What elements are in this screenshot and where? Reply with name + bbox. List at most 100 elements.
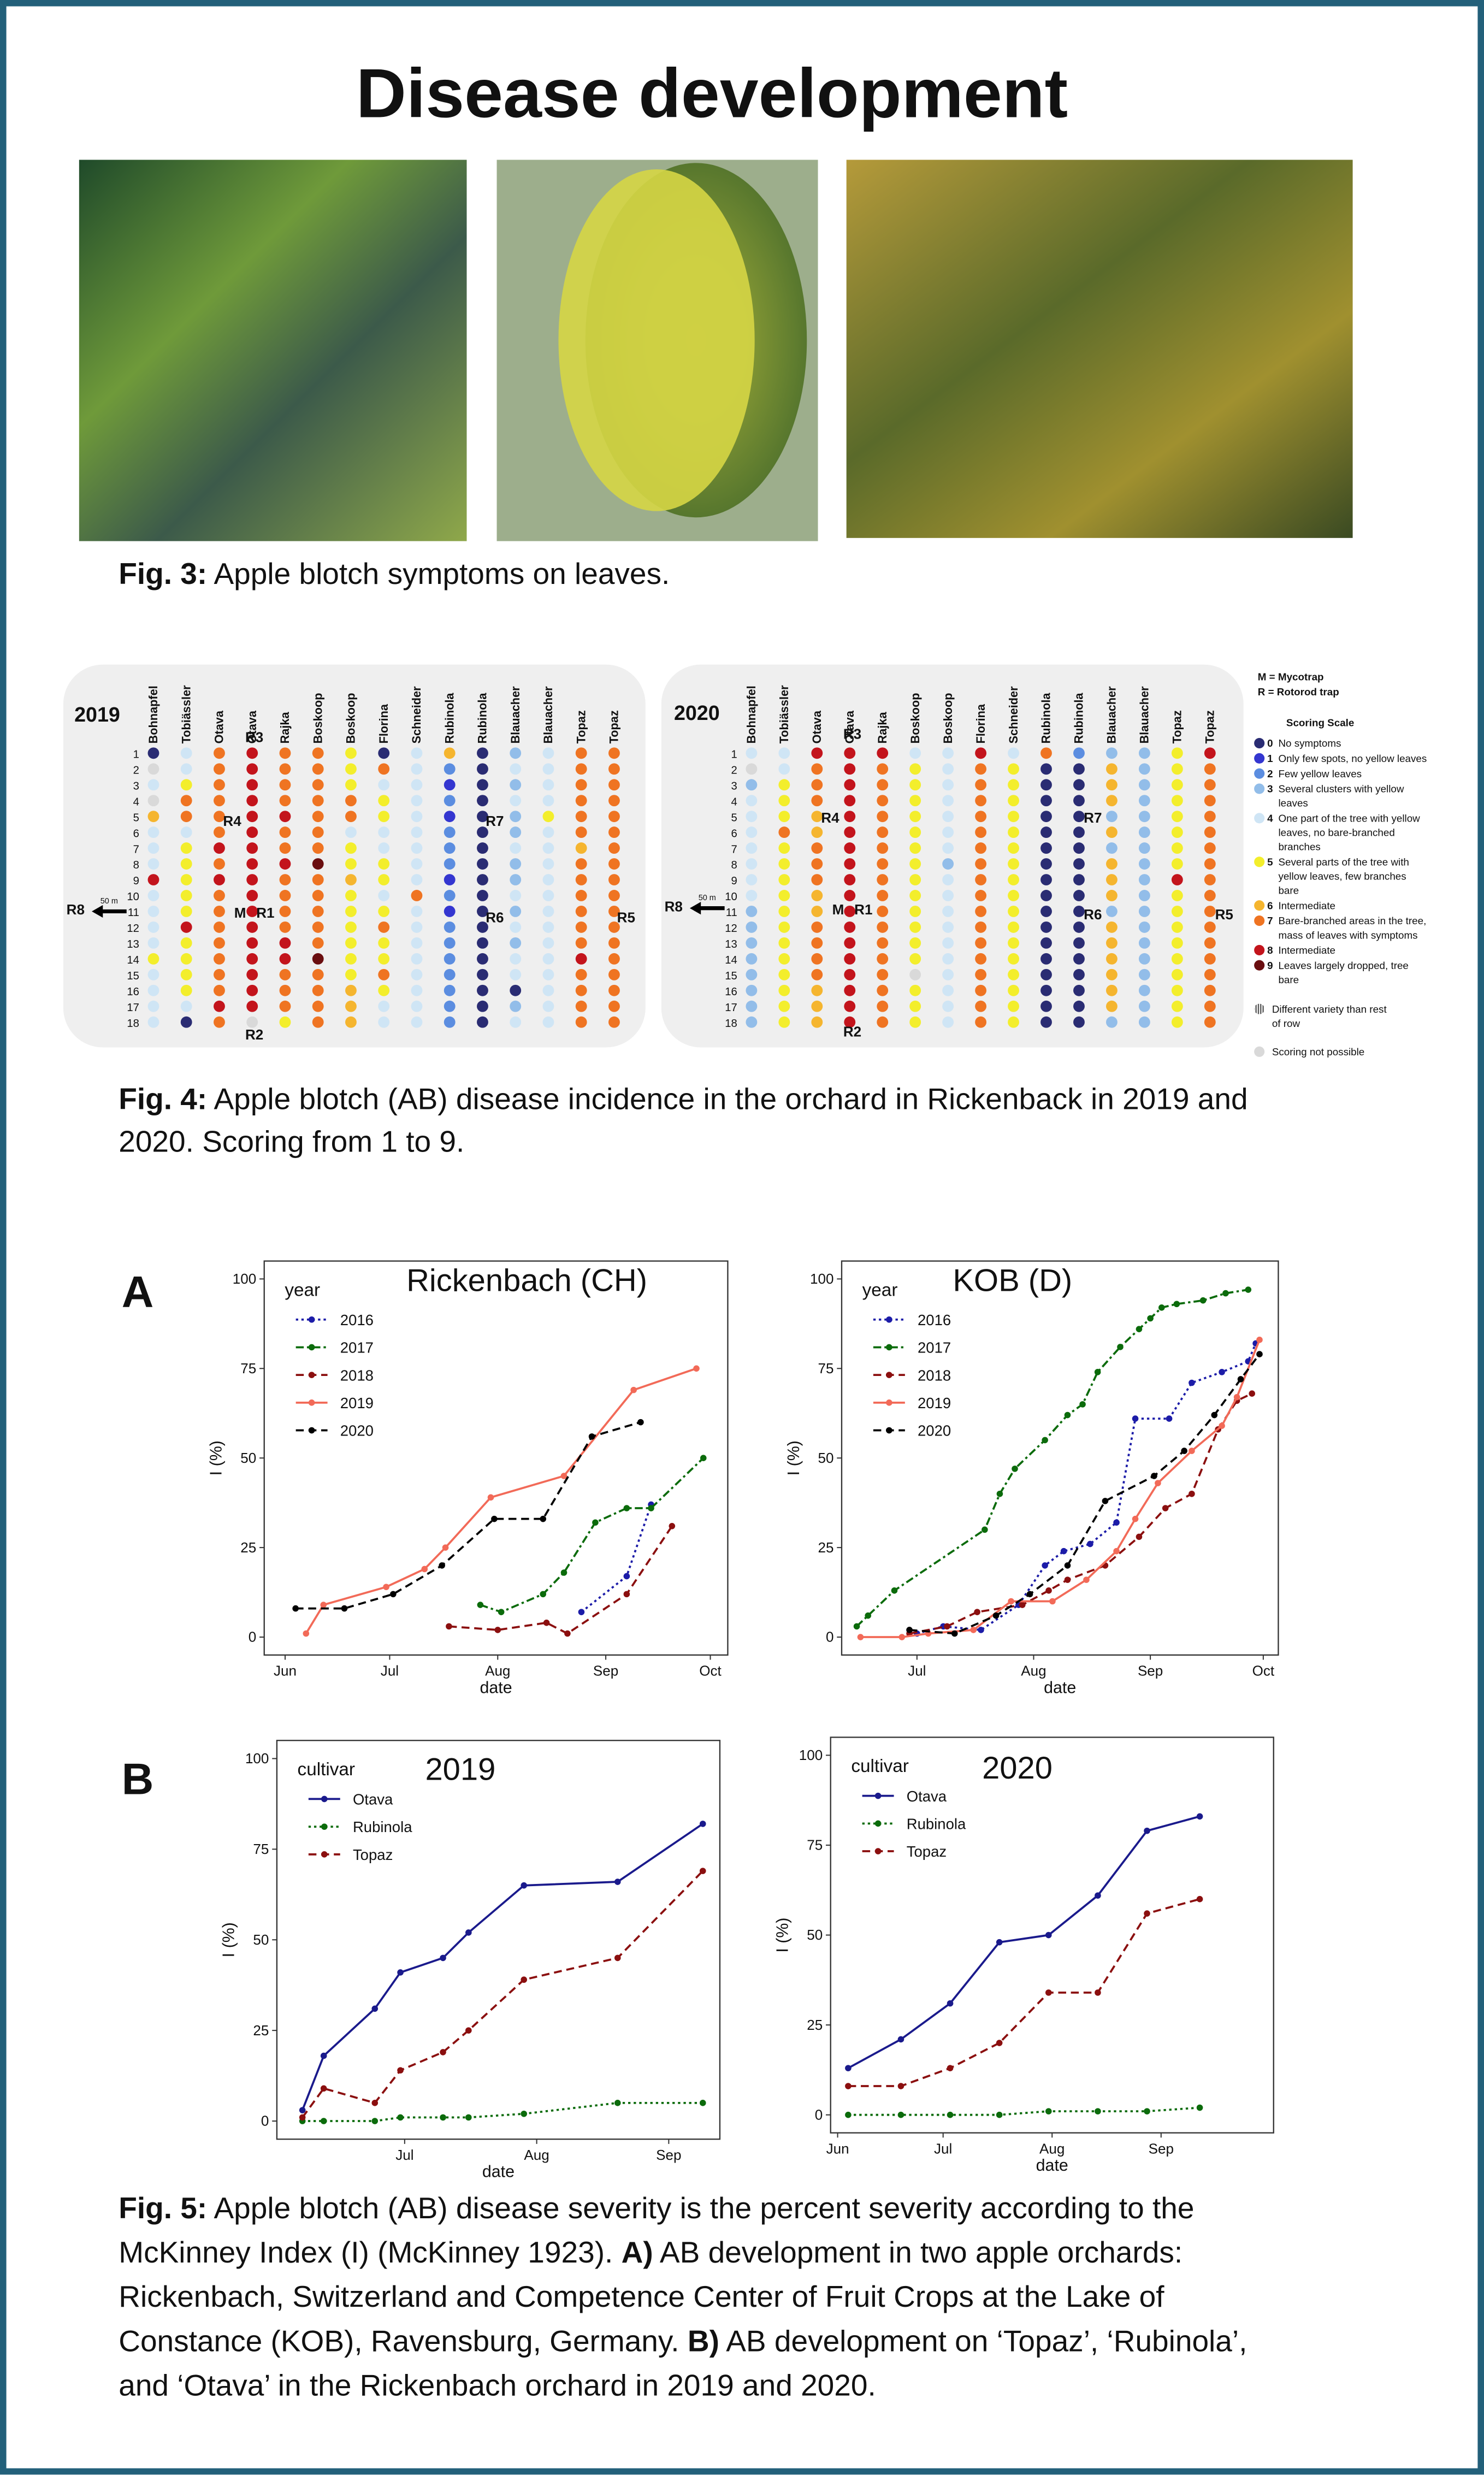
data-point bbox=[1102, 1498, 1109, 1504]
column-label: Bohnapfel bbox=[744, 686, 758, 743]
column-label: Schneider bbox=[1007, 686, 1020, 744]
x-axis-label: date bbox=[1044, 1678, 1076, 1697]
score-dot bbox=[942, 747, 954, 759]
legend-text: Bare-branched areas in the tree, bbox=[1278, 915, 1426, 926]
score-dot bbox=[1106, 842, 1118, 854]
scale-arrow-head bbox=[92, 905, 103, 918]
score-dot bbox=[608, 826, 620, 838]
score-dot bbox=[542, 921, 554, 933]
data-point bbox=[465, 2027, 472, 2034]
score-dot bbox=[746, 984, 758, 996]
row-label: 10 bbox=[725, 891, 737, 903]
score-dot bbox=[975, 842, 987, 854]
score-dot bbox=[1040, 1000, 1052, 1012]
scale-bar-label: 50 m bbox=[100, 897, 118, 906]
y-tick-label: 75 bbox=[818, 1360, 834, 1377]
score-dot bbox=[1204, 779, 1216, 791]
score-dot bbox=[477, 763, 488, 775]
score-dot bbox=[877, 1000, 889, 1012]
data-point bbox=[371, 2100, 379, 2106]
score-dot bbox=[214, 747, 225, 759]
score-dot bbox=[214, 984, 225, 996]
score-dot bbox=[877, 811, 889, 823]
x-tick-label: Sep bbox=[656, 2147, 681, 2163]
score-dot bbox=[778, 921, 790, 933]
score-dot bbox=[1204, 953, 1216, 965]
score-dot bbox=[477, 906, 488, 917]
score-dot bbox=[378, 890, 390, 901]
data-point bbox=[341, 1605, 348, 1612]
score-dot bbox=[811, 795, 823, 807]
score-dot bbox=[942, 890, 954, 901]
trap-label: R3 bbox=[245, 729, 263, 746]
score-dot bbox=[608, 953, 620, 965]
data-point bbox=[540, 1591, 547, 1598]
trap-label: R4 bbox=[821, 810, 839, 826]
score-dot bbox=[180, 984, 192, 996]
score-dot bbox=[909, 984, 921, 996]
caption-label: A) bbox=[622, 2235, 653, 2269]
score-dot bbox=[1008, 826, 1019, 838]
series-line bbox=[448, 1525, 673, 1635]
score-dot bbox=[246, 984, 258, 996]
trap-label: R7 bbox=[1084, 810, 1102, 826]
score-dot bbox=[1106, 747, 1118, 759]
y-tick-label: 50 bbox=[818, 1450, 834, 1466]
data-point bbox=[623, 1505, 630, 1511]
score-dot bbox=[575, 968, 587, 980]
score-dot bbox=[444, 968, 456, 980]
caption-line: McKinney Index (I) (McKinney 1923). A) A… bbox=[119, 2235, 1183, 2269]
score-dot bbox=[378, 795, 390, 807]
score-dot bbox=[844, 953, 856, 965]
row-label: 15 bbox=[725, 970, 737, 982]
score-dot bbox=[1171, 747, 1183, 759]
chart-title: 2020 bbox=[982, 1751, 1053, 1786]
data-point bbox=[397, 2114, 404, 2121]
score-dot bbox=[844, 842, 856, 854]
score-dot bbox=[1008, 890, 1019, 901]
x-axis-label: date bbox=[482, 2163, 515, 2181]
data-point bbox=[1173, 1301, 1180, 1308]
score-dot bbox=[975, 826, 987, 838]
score-dot bbox=[312, 906, 324, 917]
score-dot bbox=[378, 1000, 390, 1012]
caption-label: Fig. 5: bbox=[119, 2191, 207, 2225]
score-dot bbox=[778, 1016, 790, 1028]
score-dot bbox=[608, 747, 620, 759]
trap-label: R7 bbox=[486, 813, 504, 829]
data-point bbox=[1019, 1602, 1026, 1608]
score-dot bbox=[444, 1016, 456, 1028]
score-dot bbox=[147, 937, 159, 949]
data-point bbox=[299, 2114, 306, 2121]
data-point bbox=[1144, 2108, 1150, 2114]
score-dot bbox=[246, 747, 258, 759]
score-dot bbox=[608, 1000, 620, 1012]
trap-label: R6 bbox=[1084, 906, 1102, 923]
legend-dot bbox=[1254, 944, 1265, 955]
series-line bbox=[848, 2106, 1200, 2116]
score-dot bbox=[1171, 984, 1183, 996]
score-dot bbox=[444, 779, 456, 791]
score-dot bbox=[312, 984, 324, 996]
data-point bbox=[700, 1455, 707, 1462]
score-dot bbox=[542, 747, 554, 759]
score-dot bbox=[1040, 968, 1052, 980]
data-point bbox=[1083, 1576, 1090, 1583]
caption-text: Apple blotch (AB) disease severity is th… bbox=[207, 2191, 1194, 2225]
score-dot bbox=[608, 921, 620, 933]
data-point bbox=[1136, 1533, 1143, 1540]
legend-dot bbox=[308, 1427, 315, 1434]
score-dot bbox=[608, 1016, 620, 1028]
trap-label: R4 bbox=[223, 813, 241, 829]
legend-text: leaves bbox=[1278, 798, 1308, 809]
score-dot bbox=[214, 937, 225, 949]
score-dot bbox=[279, 921, 291, 933]
y-tick-label: 100 bbox=[233, 1271, 256, 1287]
score-dot bbox=[1008, 953, 1019, 965]
chart-title: Rickenbach (CH) bbox=[406, 1263, 647, 1298]
score-dot bbox=[909, 747, 921, 759]
score-dot bbox=[909, 937, 921, 949]
score-dot bbox=[279, 779, 291, 791]
score-dot bbox=[246, 779, 258, 791]
score-dot bbox=[1138, 937, 1150, 949]
